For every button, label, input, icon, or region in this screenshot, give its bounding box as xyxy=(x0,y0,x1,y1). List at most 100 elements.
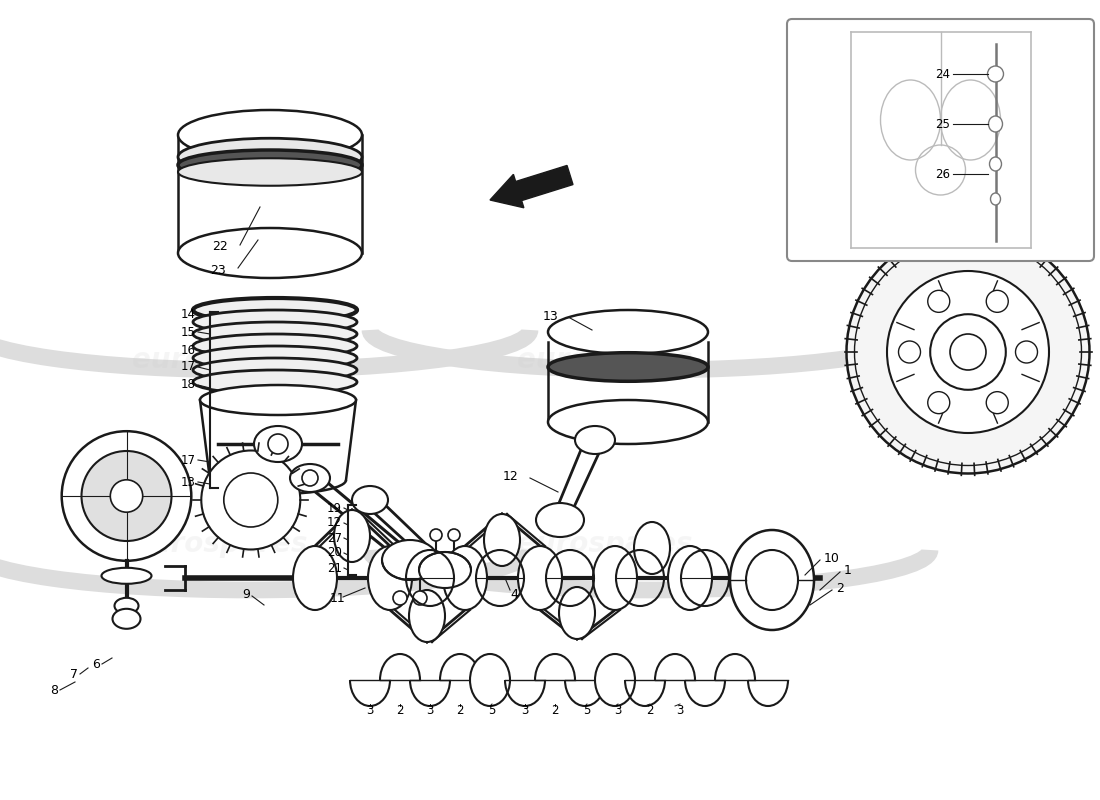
Ellipse shape xyxy=(430,529,442,541)
Ellipse shape xyxy=(254,426,303,462)
Ellipse shape xyxy=(178,228,362,278)
Ellipse shape xyxy=(484,514,520,566)
Ellipse shape xyxy=(443,546,487,610)
Text: 13: 13 xyxy=(182,475,196,489)
Ellipse shape xyxy=(382,540,438,580)
Ellipse shape xyxy=(738,546,782,610)
Text: 26: 26 xyxy=(935,167,950,181)
Circle shape xyxy=(1015,341,1037,363)
Ellipse shape xyxy=(548,310,708,354)
Text: 3: 3 xyxy=(676,703,684,717)
Text: eurospares: eurospares xyxy=(517,346,693,374)
Ellipse shape xyxy=(518,546,562,610)
Text: 2: 2 xyxy=(647,703,653,717)
Circle shape xyxy=(988,66,1003,82)
Ellipse shape xyxy=(101,568,152,584)
Text: 2: 2 xyxy=(456,703,464,717)
Ellipse shape xyxy=(268,434,288,454)
Text: 10: 10 xyxy=(824,551,840,565)
Text: 4: 4 xyxy=(510,589,518,602)
Circle shape xyxy=(987,290,1009,312)
Ellipse shape xyxy=(178,150,362,180)
Circle shape xyxy=(927,392,949,414)
Ellipse shape xyxy=(548,353,708,382)
Text: 5: 5 xyxy=(583,703,591,717)
Text: 9: 9 xyxy=(242,587,250,601)
Circle shape xyxy=(110,480,143,512)
Circle shape xyxy=(931,314,1005,390)
Text: 17: 17 xyxy=(182,361,196,374)
Ellipse shape xyxy=(178,138,362,176)
Circle shape xyxy=(927,290,949,312)
Text: 23: 23 xyxy=(210,263,225,277)
Ellipse shape xyxy=(192,334,358,358)
Ellipse shape xyxy=(575,426,615,454)
Text: 17: 17 xyxy=(182,454,196,466)
Text: eurospares: eurospares xyxy=(132,346,308,374)
Ellipse shape xyxy=(746,550,798,610)
Text: 12: 12 xyxy=(327,517,342,530)
Text: 3: 3 xyxy=(366,703,374,717)
Circle shape xyxy=(887,271,1049,433)
Ellipse shape xyxy=(368,546,412,610)
Text: 27: 27 xyxy=(327,531,342,545)
Circle shape xyxy=(62,431,191,561)
Ellipse shape xyxy=(634,522,670,574)
Ellipse shape xyxy=(990,193,1001,205)
Ellipse shape xyxy=(448,529,460,541)
Ellipse shape xyxy=(393,591,407,605)
Ellipse shape xyxy=(730,530,814,630)
Ellipse shape xyxy=(114,598,139,614)
Ellipse shape xyxy=(536,503,584,537)
Text: 18: 18 xyxy=(182,378,196,391)
Text: 7: 7 xyxy=(70,667,78,681)
Ellipse shape xyxy=(419,552,471,588)
Ellipse shape xyxy=(200,385,356,415)
Ellipse shape xyxy=(412,591,427,605)
Circle shape xyxy=(223,473,278,527)
Text: 15: 15 xyxy=(182,326,196,338)
Ellipse shape xyxy=(990,157,1001,171)
Ellipse shape xyxy=(668,546,712,610)
Circle shape xyxy=(899,341,921,363)
Text: 20: 20 xyxy=(327,546,342,559)
FancyArrow shape xyxy=(490,166,573,208)
Text: 6: 6 xyxy=(92,658,100,670)
Text: 16: 16 xyxy=(182,343,196,357)
Ellipse shape xyxy=(192,310,358,334)
Text: 14: 14 xyxy=(182,307,196,321)
Ellipse shape xyxy=(192,346,358,370)
Circle shape xyxy=(81,451,172,541)
Text: 25: 25 xyxy=(936,118,950,130)
Text: 3: 3 xyxy=(521,703,529,717)
Text: 19: 19 xyxy=(327,502,342,514)
Text: 1: 1 xyxy=(844,563,851,577)
Text: eurospares: eurospares xyxy=(132,530,308,558)
Text: 2: 2 xyxy=(551,703,559,717)
Ellipse shape xyxy=(112,609,141,629)
Text: 2: 2 xyxy=(396,703,404,717)
Text: 13: 13 xyxy=(542,310,558,322)
Ellipse shape xyxy=(548,400,708,444)
Ellipse shape xyxy=(290,464,330,492)
Ellipse shape xyxy=(192,298,358,322)
Ellipse shape xyxy=(470,654,510,706)
Ellipse shape xyxy=(178,110,362,160)
Text: 11: 11 xyxy=(330,591,345,605)
Ellipse shape xyxy=(192,358,358,382)
Text: 24: 24 xyxy=(935,67,950,81)
Text: 12: 12 xyxy=(503,470,518,482)
Ellipse shape xyxy=(409,590,446,642)
Text: 2: 2 xyxy=(836,582,844,594)
Ellipse shape xyxy=(293,546,337,610)
Circle shape xyxy=(201,450,300,550)
Ellipse shape xyxy=(334,510,370,562)
Text: 3: 3 xyxy=(614,703,622,717)
Ellipse shape xyxy=(352,486,388,514)
Ellipse shape xyxy=(989,116,1002,132)
Ellipse shape xyxy=(595,654,635,706)
Text: 21: 21 xyxy=(327,562,342,574)
Circle shape xyxy=(950,334,986,370)
Ellipse shape xyxy=(192,370,358,394)
Circle shape xyxy=(987,392,1009,414)
